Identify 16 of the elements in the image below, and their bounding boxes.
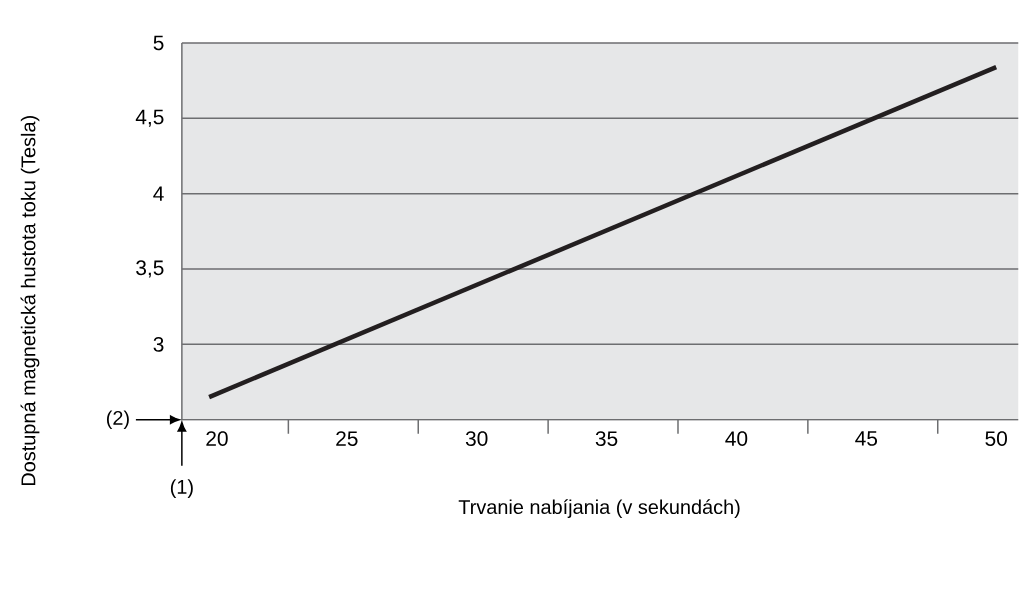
- y-tick-label: 5: [153, 35, 164, 51]
- y-tick-label: 4,5: [135, 109, 164, 128]
- x-tick-label: 45: [855, 431, 878, 446]
- y-axis-title: Dostupná magnetická hustota toku (Tesla): [20, 116, 40, 486]
- y-tick-label: 3,5: [136, 260, 164, 278]
- x-tick-label: 35: [595, 431, 618, 447]
- text: (1): [170, 479, 193, 499]
- text: (2): [106, 410, 129, 430]
- x-tick-label: 40: [725, 431, 748, 447]
- y-tick-label: 3: [153, 337, 164, 352]
- x-tick-label: 25: [336, 431, 358, 447]
- x-tick-label: 20: [206, 431, 228, 447]
- x-tick-label: 50: [985, 431, 1007, 447]
- y-tick-label: 4: [153, 186, 164, 202]
- x-tick-label: 30: [465, 431, 488, 447]
- x-axis-title: Trvanie nabíjania (v sekundách): [458, 499, 740, 519]
